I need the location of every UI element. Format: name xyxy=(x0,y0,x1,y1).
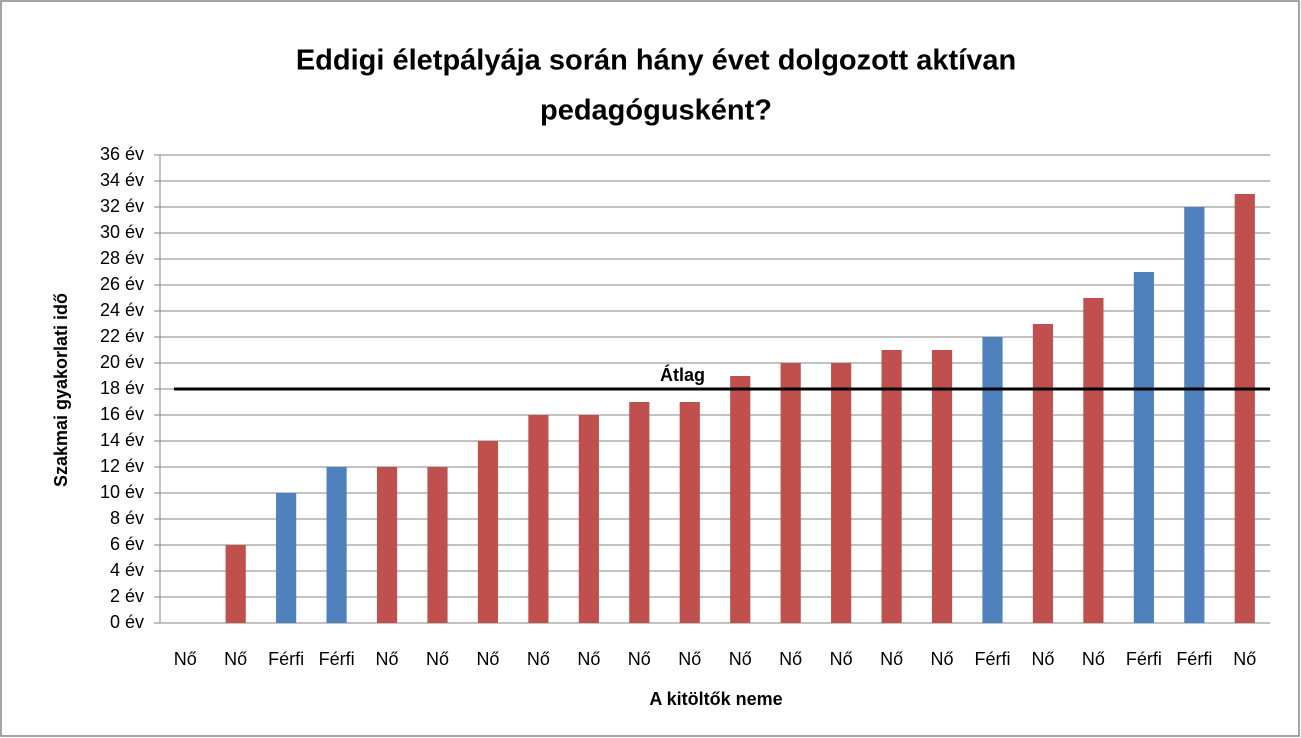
x-tick-label: Nő xyxy=(628,649,651,669)
bar xyxy=(376,467,398,623)
y-tick-label: 26 év xyxy=(100,274,144,294)
y-tick-label: 28 év xyxy=(100,248,144,268)
average-label: Átlag xyxy=(660,364,705,385)
x-tick-label: Nő xyxy=(729,649,752,669)
y-tick-label: 2 év xyxy=(110,586,144,606)
x-tick-label: Nő xyxy=(880,649,903,669)
bar xyxy=(477,441,499,623)
x-tick-label: Nő xyxy=(527,649,550,669)
bar xyxy=(578,415,599,623)
bar xyxy=(629,402,650,623)
bar xyxy=(881,350,902,623)
y-tick-label: 32 év xyxy=(100,196,144,216)
x-tick-label: Férfi xyxy=(1176,649,1212,669)
bar xyxy=(225,545,246,623)
bar xyxy=(931,350,953,623)
x-tick-label: Férfi xyxy=(1126,649,1162,669)
x-tick-label: Nő xyxy=(174,649,197,669)
x-tick-label: Nő xyxy=(577,649,600,669)
bar xyxy=(427,467,448,623)
bar xyxy=(276,493,297,623)
y-tick-label: 8 év xyxy=(110,508,144,528)
chart-title: Eddigi életpályája során hány évet dolgo… xyxy=(296,45,1016,77)
y-tick-label: 18 év xyxy=(100,378,144,398)
y-tick-label: 4 év xyxy=(110,560,144,580)
bar xyxy=(326,467,347,623)
x-tick-label: Nő xyxy=(678,649,701,669)
x-tick-label: Férfi xyxy=(975,649,1011,669)
bar xyxy=(982,337,1003,623)
chart-title: pedagógusként? xyxy=(540,95,772,127)
bar xyxy=(528,415,549,623)
bar xyxy=(1234,194,1255,623)
x-tick-label: Nő xyxy=(224,649,247,669)
bar xyxy=(1032,324,1054,623)
y-tick-label: 12 év xyxy=(100,456,144,476)
y-tick-label: 36 év xyxy=(100,144,144,164)
x-axis-label: A kitöltők neme xyxy=(649,689,782,709)
bar xyxy=(730,376,751,623)
x-tick-label: Nő xyxy=(426,649,449,669)
y-tick-label: 22 év xyxy=(100,326,144,346)
bar xyxy=(1133,272,1154,623)
bar xyxy=(1083,298,1104,623)
y-tick-label: 24 év xyxy=(100,300,144,320)
y-tick-label: 10 év xyxy=(100,482,144,502)
x-tick-label: Nő xyxy=(1082,649,1105,669)
x-tick-label: Férfi xyxy=(268,649,304,669)
x-tick-label: Nő xyxy=(1031,649,1054,669)
bar xyxy=(1184,207,1205,623)
y-tick-label: 30 év xyxy=(100,222,144,242)
x-tick-label: Nő xyxy=(830,649,853,669)
bar xyxy=(679,402,700,623)
x-tick-label: Férfi xyxy=(319,649,355,669)
bar xyxy=(831,363,852,623)
y-tick-label: 14 év xyxy=(100,430,144,450)
bar xyxy=(780,363,801,623)
y-tick-label: 0 év xyxy=(110,612,144,632)
x-tick-label: Nő xyxy=(1233,649,1256,669)
x-tick-label: Nő xyxy=(779,649,802,669)
y-tick-label: 20 év xyxy=(100,352,144,372)
y-tick-label: 34 év xyxy=(100,170,144,190)
y-tick-label: 6 év xyxy=(110,534,144,554)
y-axis-label: Szakmai gyakorlati idő xyxy=(51,293,71,487)
x-tick-label: Nő xyxy=(931,649,954,669)
y-tick-label: 16 év xyxy=(100,404,144,424)
x-tick-label: Nő xyxy=(376,649,399,669)
x-tick-label: Nő xyxy=(476,649,499,669)
